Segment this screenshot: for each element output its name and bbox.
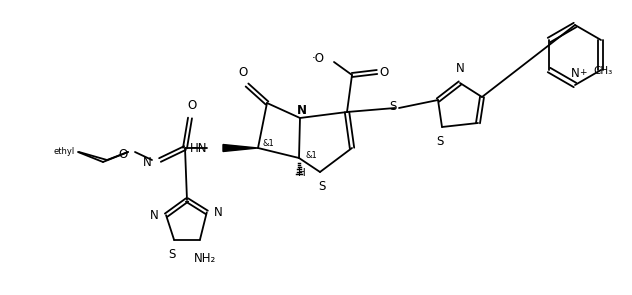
Text: S: S — [436, 135, 444, 148]
Text: NH₂: NH₂ — [194, 252, 216, 265]
Text: O: O — [238, 66, 248, 79]
Text: &1: &1 — [262, 138, 274, 148]
Text: O: O — [119, 148, 128, 160]
Text: &1: &1 — [305, 150, 317, 160]
Text: N: N — [143, 155, 152, 168]
Text: +: + — [580, 68, 586, 77]
Text: H: H — [298, 168, 306, 178]
Text: N: N — [214, 206, 222, 219]
Text: N: N — [297, 104, 307, 117]
Text: O: O — [379, 65, 389, 78]
Text: HN: HN — [190, 142, 207, 155]
Text: S: S — [319, 180, 325, 193]
Text: CH₃: CH₃ — [593, 66, 612, 76]
Text: N: N — [571, 67, 580, 80]
Polygon shape — [223, 145, 258, 152]
Text: N: N — [150, 209, 159, 222]
Text: ·O: ·O — [312, 53, 325, 65]
Text: N: N — [456, 62, 465, 75]
Text: S: S — [389, 99, 397, 112]
Text: S: S — [168, 248, 176, 261]
Text: O: O — [187, 99, 197, 112]
Text: ethyl: ethyl — [54, 148, 75, 157]
